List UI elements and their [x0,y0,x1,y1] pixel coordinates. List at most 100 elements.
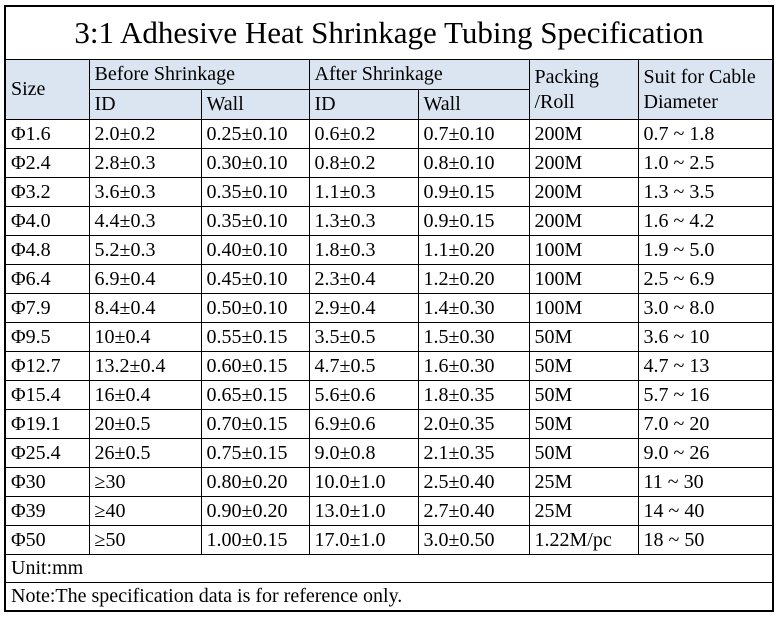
packing-cell: 200M [528,119,639,149]
after-id-cell: 1.8±0.3 [308,235,419,265]
cable-range-cell: 3.0 ~ 8.0 [637,293,774,323]
before-id-cell: ≥50 [88,525,202,555]
before-wall-cell: 0.25±0.10 [200,119,310,149]
after-wall-cell: 1.1±0.20 [417,235,530,265]
cable-range-cell: 1.3 ~ 3.5 [637,177,774,207]
table-row: Φ50 ≥50 1.00±0.15 17.0±1.0 3.0±0.50 1.22… [4,525,774,555]
before-wall-cell: 0.35±0.10 [200,206,310,236]
column-header-packing-roll: Packing /Roll [528,59,639,120]
after-wall-cell: 0.9±0.15 [417,206,530,236]
size-cell: Φ12.7 [4,351,90,381]
table-row: Φ4.8 5.2±0.3 0.40±0.10 1.8±0.3 1.1±0.20 … [4,235,774,265]
size-cell: Φ9.5 [4,322,90,352]
cable-range-cell: 1.9 ~ 5.0 [637,235,774,265]
after-id-cell: 9.0±0.8 [308,438,419,468]
before-wall-cell: 0.80±0.20 [200,467,310,497]
note-row: Note:The specification data is for refer… [4,582,774,612]
before-id-cell: 16±0.4 [88,380,202,410]
size-cell: Φ2.4 [4,148,90,178]
spec-table: 3:1 Adhesive Heat Shrinkage Tubing Speci… [4,5,775,612]
before-id-cell: 8.4±0.4 [88,293,202,323]
before-id-cell: 26±0.5 [88,438,202,468]
after-wall-cell: 0.7±0.10 [417,119,530,149]
before-wall-cell: 0.70±0.15 [200,409,310,439]
table-row: Φ30 ≥30 0.80±0.20 10.0±1.0 2.5±0.40 25M … [4,467,774,497]
header-row-groups: Size Before Shrinkage After Shrinkage Pa… [4,59,774,120]
table-row: Φ6.4 6.9±0.4 0.45±0.10 2.3±0.4 1.2±0.20 … [4,264,774,294]
size-cell: Φ1.6 [4,119,90,149]
packing-cell: 200M [528,206,639,236]
column-group-after-shrinkage: After Shrinkage [308,59,530,90]
packing-cell: 25M [528,496,639,526]
after-id-cell: 4.7±0.5 [308,351,419,381]
packing-cell: 1.22M/pc [528,525,639,555]
after-id-cell: 13.0±1.0 [308,496,419,526]
cable-range-cell: 18 ~ 50 [637,525,774,555]
reference-note: Note:The specification data is for refer… [4,582,774,612]
before-wall-cell: 0.90±0.20 [200,496,310,526]
after-id-cell: 6.9±0.6 [308,409,419,439]
cable-range-cell: 1.0 ~ 2.5 [637,148,774,178]
size-cell: Φ3.2 [4,177,90,207]
packing-cell: 50M [528,322,639,352]
header-row-subcolumns: ID Wall ID Wall [5,89,773,120]
after-wall-cell: 1.5±0.30 [417,322,530,352]
before-id-cell: ≥30 [88,467,202,497]
before-wall-cell: 0.55±0.15 [200,322,310,352]
before-wall-cell: 0.65±0.15 [200,380,310,410]
size-cell: Φ15.4 [4,380,90,410]
before-wall-cell: 0.40±0.10 [200,235,310,265]
size-cell: Φ25.4 [4,438,90,468]
packing-cell: 50M [528,438,639,468]
title-row: 3:1 Adhesive Heat Shrinkage Tubing Speci… [4,5,774,60]
packing-cell: 25M [528,467,639,497]
cable-range-cell: 9.0 ~ 26 [637,438,774,468]
after-id-cell: 10.0±1.0 [308,467,419,497]
packing-cell: 50M [528,409,639,439]
column-header-before-wall: Wall [200,89,310,120]
table-row: Φ9.5 10±0.4 0.55±0.15 3.5±0.5 1.5±0.30 5… [4,322,774,352]
before-id-cell: 4.4±0.3 [88,206,202,236]
size-cell: Φ19.1 [4,409,90,439]
column-header-after-wall: Wall [417,89,530,120]
after-id-cell: 1.3±0.3 [308,206,419,236]
before-wall-cell: 0.60±0.15 [200,351,310,381]
after-wall-cell: 1.8±0.35 [417,380,530,410]
before-wall-cell: 0.30±0.10 [200,148,310,178]
table-row: Φ19.1 20±0.5 0.70±0.15 6.9±0.6 2.0±0.35 … [4,409,774,439]
after-wall-cell: 3.0±0.50 [417,525,530,555]
unit-row: Unit:mm [4,554,774,583]
size-cell: Φ7.9 [4,293,90,323]
size-cell: Φ4.0 [4,206,90,236]
table-row: Φ7.9 8.4±0.4 0.50±0.10 2.9±0.4 1.4±0.30 … [4,293,774,323]
after-id-cell: 17.0±1.0 [308,525,419,555]
after-id-cell: 2.3±0.4 [308,264,419,294]
packing-cell: 100M [528,235,639,265]
size-cell: Φ30 [4,467,90,497]
size-cell: Φ6.4 [4,264,90,294]
after-id-cell: 5.6±0.6 [308,380,419,410]
page-title: 3:1 Adhesive Heat Shrinkage Tubing Speci… [4,5,774,60]
column-header-cable-diameter: Suit for Cable Diameter [637,59,774,120]
after-wall-cell: 1.4±0.30 [417,293,530,323]
before-id-cell: 20±0.5 [88,409,202,439]
after-id-cell: 0.8±0.2 [308,148,419,178]
table-row: Φ25.4 26±0.5 0.75±0.15 9.0±0.8 2.1±0.35 … [4,438,774,468]
before-id-cell: 10±0.4 [88,322,202,352]
size-cell: Φ4.8 [4,235,90,265]
before-id-cell: 5.2±0.3 [88,235,202,265]
packing-cell: 50M [528,380,639,410]
column-header-size: Size [4,59,90,120]
packing-cell: 200M [528,177,639,207]
after-wall-cell: 2.5±0.40 [417,467,530,497]
before-id-cell: 3.6±0.3 [88,177,202,207]
size-cell: Φ39 [4,496,90,526]
table-row: Φ15.4 16±0.4 0.65±0.15 5.6±0.6 1.8±0.35 … [4,380,774,410]
packing-cell: 50M [528,351,639,381]
before-wall-cell: 0.45±0.10 [200,264,310,294]
cable-range-cell: 2.5 ~ 6.9 [637,264,774,294]
packing-label-line2: /Roll [534,90,575,113]
cable-label-line1: Suit for Cable [643,65,756,88]
unit-note: Unit:mm [4,554,774,583]
